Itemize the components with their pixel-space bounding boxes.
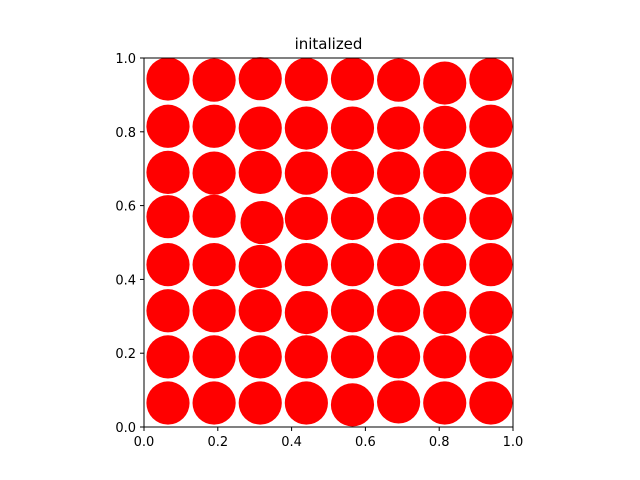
data-point-12: [284, 106, 328, 150]
data-point-38: [377, 243, 421, 287]
x-tick-label: 0.8: [429, 435, 450, 450]
x-tick-label: 0.4: [281, 435, 302, 450]
x-axis: 0.0 0.2 0.4 0.6 0.8 1.0: [134, 427, 524, 450]
data-point-8: [469, 57, 513, 101]
axes-frame: [143, 57, 514, 428]
data-point-59: [238, 381, 282, 425]
data-point-49: [146, 335, 190, 379]
data-point-17: [146, 150, 190, 194]
data-point-46: [377, 289, 421, 333]
y-tick-label: 1.0: [115, 52, 136, 67]
data-point-41: [146, 289, 190, 333]
data-point-56: [469, 335, 513, 379]
y-tick-label: 0.8: [115, 126, 136, 141]
x-tick-label: 0.6: [355, 435, 376, 450]
data-point-19: [238, 150, 282, 194]
data-point-25: [146, 195, 190, 239]
data-point-34: [192, 243, 236, 287]
data-point-48: [469, 291, 513, 335]
data-point-57: [146, 381, 190, 425]
data-point-35: [238, 244, 282, 289]
data-point-31: [423, 196, 467, 241]
data-point-3: [238, 57, 282, 101]
data-point-10: [192, 104, 236, 148]
data-point-43: [238, 289, 282, 333]
data-point-52: [284, 335, 328, 379]
data-point-33: [146, 243, 190, 287]
data-point-9: [146, 104, 190, 148]
y-tick-label: 0.2: [115, 347, 136, 362]
data-point-61: [330, 383, 375, 427]
data-point-37: [330, 243, 375, 287]
data-point-42: [192, 289, 236, 333]
data-point-18: [192, 151, 236, 195]
data-point-40: [469, 243, 513, 287]
data-point-30: [377, 196, 421, 241]
data-point-50: [192, 335, 236, 379]
data-point-26: [192, 194, 236, 238]
data-point-44: [284, 291, 328, 335]
y-axis: 0.0 0.2 0.4 0.6 0.8 1.0: [115, 52, 144, 436]
data-point-16: [469, 104, 513, 148]
y-tick-label: 0.4: [115, 273, 136, 288]
data-point-22: [377, 151, 421, 195]
data-point-51: [238, 335, 282, 379]
data-point-15: [423, 105, 467, 149]
data-point-21: [330, 150, 375, 194]
data-point-24: [469, 151, 513, 195]
data-point-2: [192, 58, 236, 102]
chart-title: initalized: [295, 35, 363, 53]
data-point-45: [330, 289, 375, 333]
data-point-6: [377, 58, 421, 102]
data-point-5: [330, 57, 375, 101]
data-point-14: [377, 106, 421, 150]
data-point-29: [330, 196, 375, 241]
data-point-54: [377, 335, 421, 379]
x-tick-label: 0.0: [134, 435, 155, 450]
data-point-28: [284, 196, 328, 241]
data-point-36: [284, 243, 328, 287]
data-point-11: [238, 106, 282, 150]
data-point-39: [423, 243, 467, 287]
data-point-13: [330, 106, 375, 150]
data-point-53: [330, 335, 375, 379]
data-point-1: [146, 57, 190, 101]
data-point-58: [192, 381, 236, 425]
y-tick-label: 0.6: [115, 200, 136, 215]
y-tick-label: 0.0: [115, 421, 136, 436]
data-point-27: [240, 200, 284, 245]
data-point-20: [284, 151, 328, 195]
data-point-23: [423, 150, 467, 194]
data-point-64: [469, 381, 513, 425]
data-point-32: [469, 196, 513, 241]
points-layer: [146, 57, 513, 427]
data-point-60: [284, 381, 328, 425]
data-point-47: [423, 291, 467, 335]
data-point-55: [423, 335, 467, 379]
x-tick-label: 1.0: [503, 435, 524, 450]
data-point-7: [423, 61, 467, 105]
data-point-4: [284, 57, 328, 101]
data-point-62: [377, 380, 421, 424]
x-tick-label: 0.2: [207, 435, 228, 450]
data-point-63: [423, 381, 467, 425]
